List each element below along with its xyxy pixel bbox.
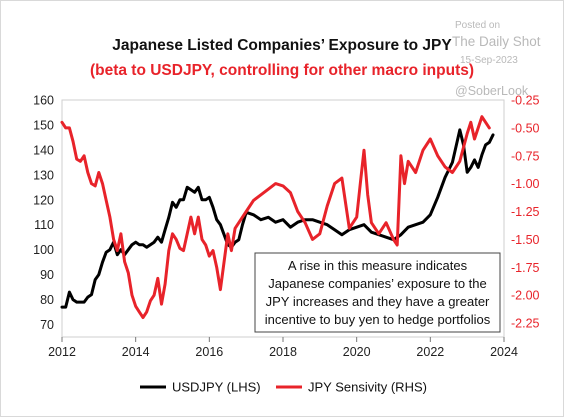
y-right-tick-label: -0.25 [511, 94, 540, 108]
chart-title: Japanese Listed Companies’ Exposure to J… [112, 37, 452, 54]
y-left-tick-label: 160 [33, 94, 54, 108]
y-left-tick-label: 80 [40, 293, 54, 307]
x-tick-label: 2012 [48, 345, 76, 359]
watermark-handle: @SoberLook [455, 84, 529, 98]
y-left-tick-label: 140 [33, 143, 54, 157]
x-tick-label: 2022 [416, 345, 444, 359]
x-tick-label: 2024 [490, 345, 518, 359]
y-left-tick-label: 70 [40, 318, 54, 332]
annotation-box [254, 252, 501, 333]
x-tick-label: 2014 [122, 345, 150, 359]
y-right-tick-label: -2.25 [511, 317, 540, 331]
watermark-source: The Daily Shot [452, 34, 541, 49]
x-tick-label: 2018 [269, 345, 297, 359]
y-right-tick-label: -1.50 [511, 233, 540, 247]
y-left-tick-label: 110 [34, 218, 54, 232]
jpy-sensitivity-line [60, 115, 491, 319]
legend-label: USDJPY (LHS) [172, 380, 261, 395]
y-left-tick-label: 130 [33, 168, 54, 182]
x-tick-label: 2020 [343, 345, 371, 359]
watermark-date: 15-Sep-2023 [460, 55, 518, 66]
annotation-line: Japanese companies’ exposure to the [268, 276, 487, 291]
x-tick-label: 2016 [195, 345, 223, 359]
legend-label: JPY Sensivity (RHS) [308, 380, 427, 395]
y-right-tick-label: -1.25 [511, 205, 540, 219]
y-left-tick-label: 150 [33, 118, 54, 132]
annotation-line: incentive to buy yen to hedge portfolios [265, 312, 491, 327]
y-right-tick-label: -1.75 [511, 261, 540, 275]
y-right-tick-label: -0.50 [511, 121, 540, 135]
y-left-tick-label: 90 [40, 268, 54, 282]
watermark-posted: Posted on [455, 20, 501, 31]
annotation-line: JPY increases and they have a greater [266, 294, 490, 309]
annotation-line: A rise in this measure indicates [288, 258, 468, 273]
y-left-tick-label: 120 [33, 193, 54, 207]
y-right-tick-label: -0.75 [511, 149, 540, 163]
y-right-tick-label: -2.00 [511, 289, 540, 303]
y-left-tick-label: 100 [33, 243, 54, 257]
chart-subtitle: (beta to USDJPY, controlling for other m… [89, 62, 475, 79]
y-right-tick-label: -1.00 [511, 177, 540, 191]
